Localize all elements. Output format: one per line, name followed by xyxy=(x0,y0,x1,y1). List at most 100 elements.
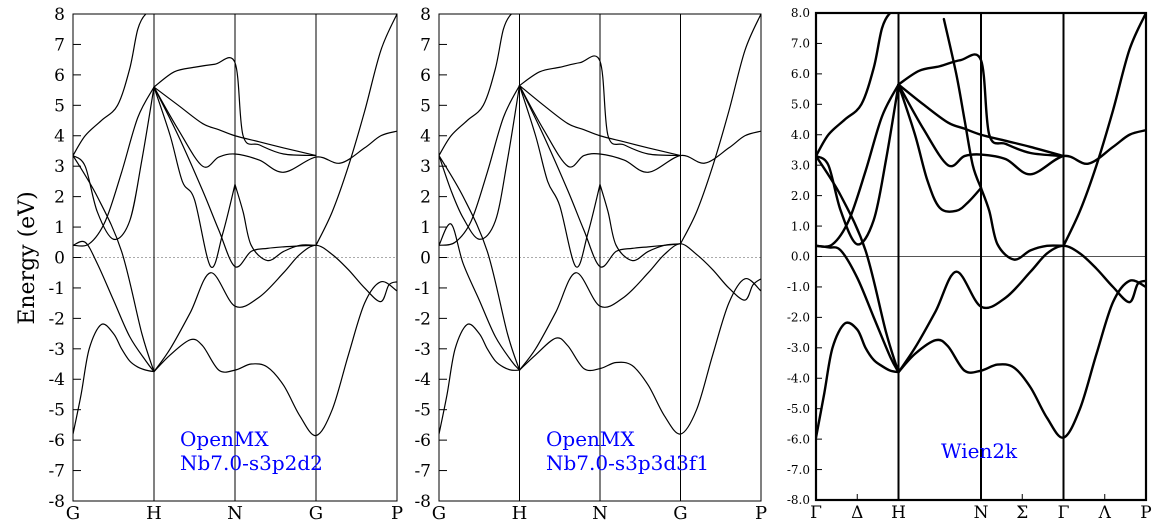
y-tick-label: -8 xyxy=(48,492,65,512)
y-tick-label: -5.0 xyxy=(787,402,810,416)
band-line-14 xyxy=(942,17,983,190)
x-tick-label: H xyxy=(891,503,906,523)
band-line-5 xyxy=(73,154,155,373)
y-axis-label: Energy (eV) xyxy=(15,191,40,324)
x-tick-label: G xyxy=(673,503,687,524)
band-line-15 xyxy=(679,14,761,245)
x-tick-label: Δ xyxy=(851,503,863,523)
band-line-10 xyxy=(599,183,682,262)
x-tick-label: G xyxy=(432,503,446,524)
y-tick-label: 2.0 xyxy=(791,189,810,203)
y-tick-label: -5 xyxy=(48,401,65,421)
band-line-7 xyxy=(816,83,900,246)
y-tick-label: -3.0 xyxy=(787,341,810,355)
band-line-10 xyxy=(234,183,317,262)
band-curves xyxy=(439,14,761,435)
panel-annotation: OpenMX xyxy=(546,427,635,451)
y-tick-label: -5 xyxy=(414,401,431,421)
band-line-2 xyxy=(897,279,1146,439)
panel-annotation: Nb7.0-s3p3d3f1 xyxy=(546,451,709,475)
band-line-15 xyxy=(1062,13,1146,248)
y-tick-label: 1 xyxy=(420,218,431,238)
band-line-1 xyxy=(73,323,155,435)
y-tick-label: 1.0 xyxy=(791,219,810,233)
y-tick-label: 3 xyxy=(420,157,431,177)
panel-annotation: OpenMX xyxy=(180,427,269,451)
band-line-9 xyxy=(897,83,983,213)
band-line-7 xyxy=(439,84,521,240)
y-tick-label: -3 xyxy=(414,340,431,360)
y-tick-label: 8.0 xyxy=(791,6,810,20)
y-tick-label: 6 xyxy=(54,66,65,86)
y-tick-label: -7 xyxy=(414,462,431,482)
y-tick-label: 0 xyxy=(420,248,431,268)
x-tick-label: P xyxy=(1140,503,1151,523)
y-tick-label: 4 xyxy=(420,127,431,147)
y-tick-label: -3 xyxy=(48,340,65,360)
y-tick-label: 2 xyxy=(54,188,65,208)
band-curves xyxy=(816,13,1146,439)
y-tick-label: -8 xyxy=(414,492,431,512)
y-tick-label: -4 xyxy=(414,370,431,390)
y-tick-label: 3 xyxy=(54,157,65,177)
x-tick-label: Λ xyxy=(1098,503,1112,523)
y-tick-label: -7.0 xyxy=(787,463,810,477)
y-tick-label: -1 xyxy=(48,279,65,299)
x-tick-label: Γ xyxy=(1058,503,1070,523)
band-line-6 xyxy=(73,86,155,247)
band-line-12 xyxy=(518,55,682,157)
panel-annotation: Wien2k xyxy=(941,439,1018,463)
band-line-6 xyxy=(816,83,900,248)
y-tick-label: 5 xyxy=(54,96,65,116)
x-tick-label: P xyxy=(391,503,403,524)
band-line-5 xyxy=(816,154,900,374)
y-tick-label: -1 xyxy=(414,279,431,299)
band-line-2 xyxy=(518,278,761,435)
panel-annotation: Nb7.0-s3p2d2 xyxy=(180,451,323,475)
x-tick-label: G xyxy=(66,503,80,524)
y-tick-label: -4 xyxy=(48,370,65,390)
band-line-15 xyxy=(315,14,397,246)
x-tick-label: N xyxy=(974,503,989,523)
y-tick-label: -8.0 xyxy=(787,493,810,507)
band-line-9 xyxy=(153,86,236,268)
y-tick-label: 2 xyxy=(420,188,431,208)
band-line-14 xyxy=(518,84,682,268)
band-line-13 xyxy=(897,83,1065,158)
band-line-2 xyxy=(153,281,397,437)
band-line-8 xyxy=(816,13,900,158)
y-tick-label: 8 xyxy=(420,5,431,25)
y-tick-label: 4.0 xyxy=(791,128,810,142)
band-line-3 xyxy=(816,244,900,374)
y-tick-label: -2 xyxy=(48,309,65,329)
band-line-9 xyxy=(518,84,601,268)
x-tick-label: G xyxy=(309,503,323,524)
y-tick-label: 5.0 xyxy=(791,98,810,112)
y-tick-label: -6.0 xyxy=(787,432,810,446)
x-tick-label: H xyxy=(146,503,162,524)
y-tick-label: 3.0 xyxy=(791,158,810,172)
x-tick-label: P xyxy=(755,503,767,524)
band-line-11 xyxy=(897,83,1146,176)
band-line-10 xyxy=(979,186,1065,261)
band-line-3 xyxy=(439,223,521,371)
y-tick-label: -2.0 xyxy=(787,311,810,325)
x-tick-label: Σ xyxy=(1016,503,1028,523)
band-curves xyxy=(73,14,397,437)
y-tick-label: 0.0 xyxy=(791,250,810,264)
band-line-8 xyxy=(73,14,155,157)
band-panel-openmx-s3p2d2: -8 -7 -6 -5 -4 -3 -2 -1 0 1 2 3 4 5 6 7 8 G H N G P OpenMXNb7.… xyxy=(48,5,403,524)
band-line-8 xyxy=(439,14,521,157)
band-panel-wien2k: -8.0 -7.0 -6.0 -5.0 -4.0 -3.0 -2.0 -1.0 0.0 1.0 2.… xyxy=(787,6,1152,523)
band-line-13 xyxy=(518,84,682,157)
band-line-13 xyxy=(153,86,317,157)
y-tick-label: 7.0 xyxy=(791,37,810,51)
y-tick-label: -1.0 xyxy=(787,280,810,294)
x-tick-label: Γ xyxy=(810,503,822,523)
band-line-5 xyxy=(439,154,521,371)
band-line-1 xyxy=(439,323,521,435)
x-tick-label: N xyxy=(227,503,243,524)
y-tick-label: 4 xyxy=(54,127,65,147)
y-tick-label: 8 xyxy=(54,5,65,25)
band-line-3 xyxy=(73,240,155,373)
